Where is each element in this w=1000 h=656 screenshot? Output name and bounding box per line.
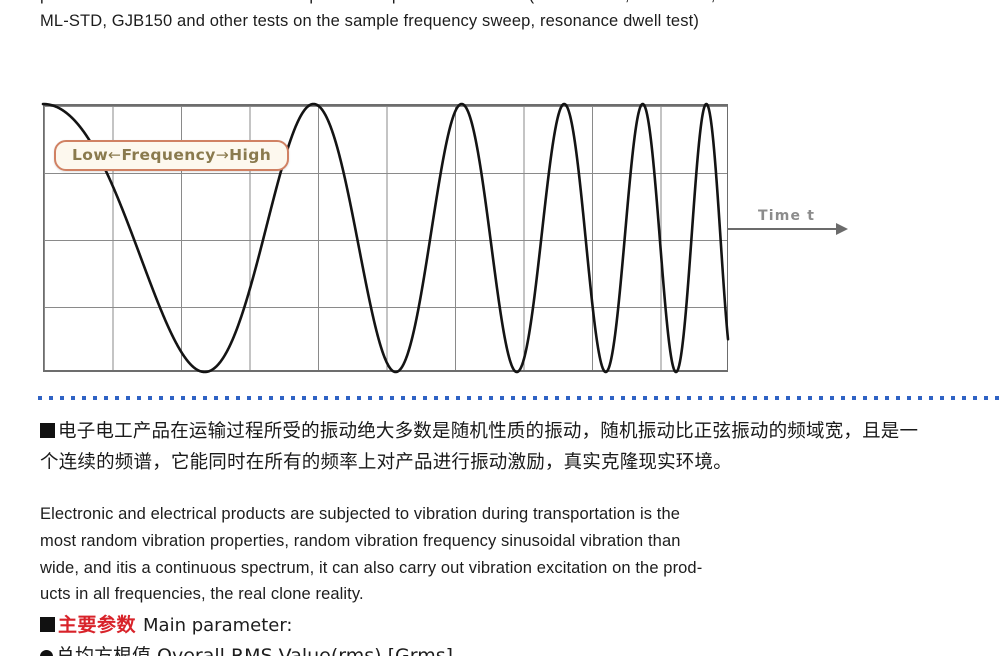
freq-label-low: Low: [72, 146, 109, 164]
english-paragraph: Electronic and electrical products are s…: [40, 505, 703, 604]
chinese-paragraph: 电子电工产品在运输过程所受的振动绝大多数是随机性质的振动，随机振动比正弦振动的频…: [40, 417, 935, 478]
time-axis-arrow-icon: [728, 223, 848, 235]
square-bullet-icon: [40, 423, 55, 438]
arrow-right-icon: →: [215, 146, 230, 164]
main-parameter-heading: 主要参数 Main parameter:: [40, 612, 292, 639]
sweep-waveform: [41, 102, 730, 374]
intro-paragraph: pointdetection and assessment of a parti…: [40, 0, 715, 30]
freq-label-high: High: [229, 146, 272, 164]
freq-label-title: Frequency: [121, 146, 216, 164]
frequency-sweep-figure: Low←Frequency→High Time t: [0, 78, 1000, 393]
section-divider: [38, 396, 1000, 400]
chinese-paragraph-text: 电子电工产品在运输过程所受的振动绝大多数是随机性质的振动，随机振动比正弦振动的频…: [40, 421, 919, 473]
param-list-item-text: 总均方根值 Overall RMS Value(rms) [Grms]: [56, 645, 454, 656]
arrow-left-icon: ←: [108, 146, 122, 164]
time-axis-label: Time t: [758, 208, 816, 224]
frequency-callout-badge: Low←Frequency→High: [54, 140, 290, 171]
param-heading-chinese: 主要参数: [58, 614, 137, 636]
param-list-item: 总均方根值 Overall RMS Value(rms) [Grms]: [40, 643, 453, 656]
round-bullet-icon: [40, 650, 53, 656]
param-heading-english: Main parameter:: [143, 615, 293, 636]
square-bullet-icon: [40, 617, 55, 632]
